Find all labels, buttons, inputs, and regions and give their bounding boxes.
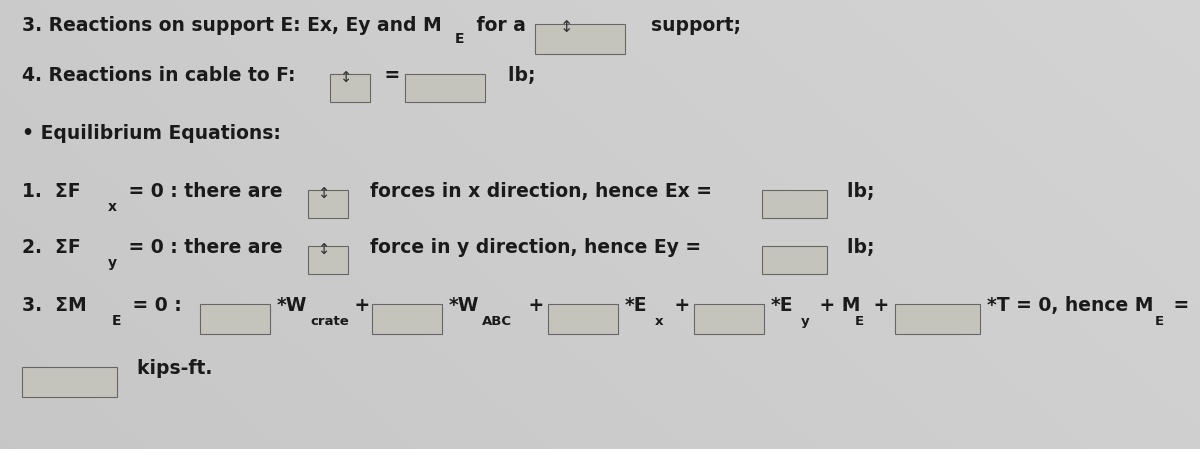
Text: ↕: ↕ (560, 20, 574, 35)
Text: y: y (802, 315, 810, 328)
Text: 3.  ΣM: 3. ΣM (22, 296, 86, 315)
Text: support;: support; (638, 16, 742, 35)
Text: 1.  ΣF: 1. ΣF (22, 182, 80, 201)
Text: +: + (866, 296, 889, 315)
Text: x: x (655, 315, 664, 328)
FancyBboxPatch shape (330, 74, 370, 102)
Text: E: E (1154, 315, 1164, 328)
FancyBboxPatch shape (22, 367, 118, 397)
Text: kips-ft.: kips-ft. (124, 359, 212, 378)
FancyBboxPatch shape (308, 246, 348, 274)
Text: ↕: ↕ (318, 186, 330, 201)
Text: *W: *W (277, 296, 307, 315)
Text: E: E (455, 32, 464, 46)
Text: crate: crate (310, 315, 349, 328)
Text: ↕: ↕ (318, 242, 330, 257)
Text: = 0 : there are: = 0 : there are (122, 238, 283, 257)
Text: 4. Reactions in cable to F:: 4. Reactions in cable to F: (22, 66, 295, 85)
Text: *W: *W (449, 296, 479, 315)
Text: forces in x direction, hence Ex =: forces in x direction, hence Ex = (358, 182, 712, 201)
FancyBboxPatch shape (548, 304, 618, 334)
Text: E: E (112, 314, 121, 328)
Text: =: = (1166, 296, 1189, 315)
Text: 3. Reactions on support E: Ex, Ey and M: 3. Reactions on support E: Ex, Ey and M (22, 16, 442, 35)
Text: = 0 :: = 0 : (126, 296, 181, 315)
Text: E: E (856, 315, 864, 328)
Text: *T = 0, hence M: *T = 0, hence M (986, 296, 1153, 315)
Text: +: + (348, 296, 371, 315)
Text: 2.  ΣF: 2. ΣF (22, 238, 80, 257)
Text: +: + (522, 296, 545, 315)
Text: ABC: ABC (482, 315, 512, 328)
Text: for a: for a (470, 16, 526, 35)
Text: *E: *E (772, 296, 793, 315)
Text: *E: *E (625, 296, 648, 315)
FancyBboxPatch shape (895, 304, 980, 334)
Text: lb;: lb; (496, 66, 535, 85)
FancyBboxPatch shape (406, 74, 485, 102)
Text: ↕: ↕ (340, 70, 353, 85)
FancyBboxPatch shape (694, 304, 764, 334)
Text: • Equilibrium Equations:: • Equilibrium Equations: (22, 124, 281, 143)
Text: lb;: lb; (834, 182, 875, 201)
Text: x: x (108, 200, 118, 214)
FancyBboxPatch shape (535, 24, 625, 54)
Text: y: y (108, 256, 118, 270)
Text: force in y direction, hence Ey =: force in y direction, hence Ey = (358, 238, 701, 257)
FancyBboxPatch shape (762, 190, 827, 218)
Text: + M: + M (814, 296, 860, 315)
FancyBboxPatch shape (372, 304, 442, 334)
FancyBboxPatch shape (762, 246, 827, 274)
Text: +: + (668, 296, 690, 315)
FancyBboxPatch shape (200, 304, 270, 334)
Text: = 0 : there are: = 0 : there are (122, 182, 283, 201)
FancyBboxPatch shape (308, 190, 348, 218)
Text: =: = (378, 66, 401, 85)
Text: lb;: lb; (834, 238, 875, 257)
